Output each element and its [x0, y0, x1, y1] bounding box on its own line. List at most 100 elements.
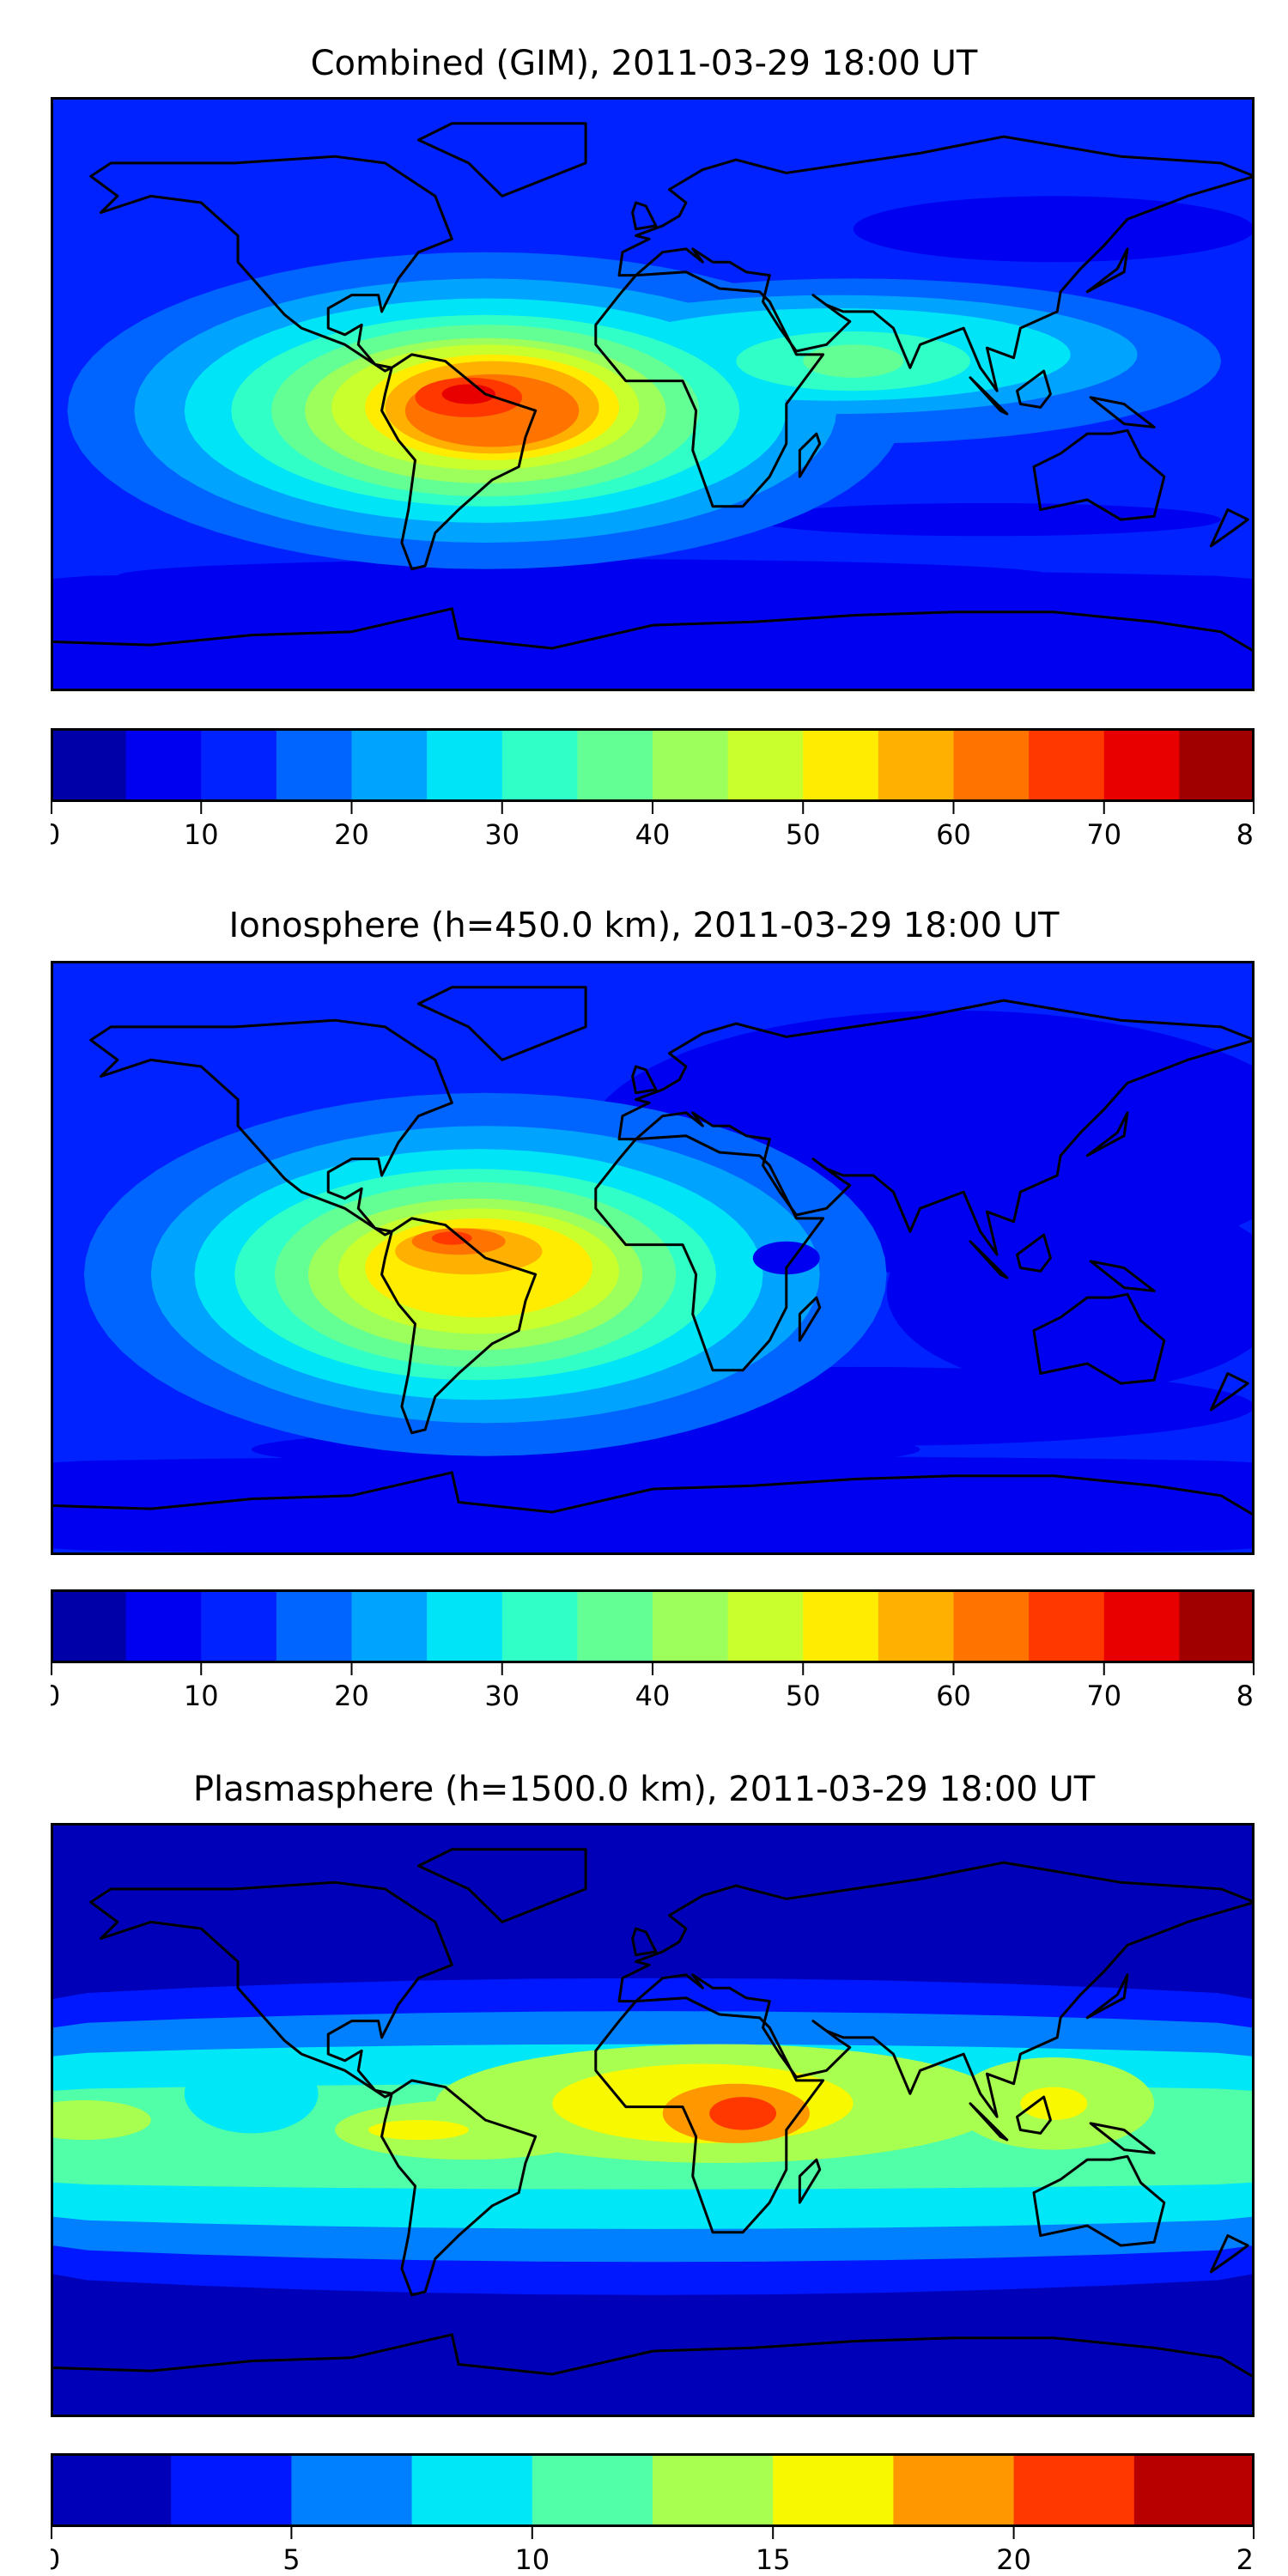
map-combined	[51, 97, 1255, 691]
coastline	[969, 376, 1009, 416]
colorbar-tick-label: 10	[184, 818, 219, 848]
coastline	[1015, 1233, 1052, 1273]
colorbar-tick-label: 15	[756, 2543, 791, 2573]
colorbar-segment	[803, 1589, 879, 1663]
colorbar-segment	[773, 2453, 894, 2527]
map-title-ionosphere: Ionosphere (h=450.0 km), 2011-03-29 18:0…	[228, 906, 1060, 945]
coastline	[617, 135, 1255, 392]
colorbar-segment	[1133, 2453, 1255, 2527]
contour-region-level-3	[184, 2054, 319, 2134]
coastline	[631, 1927, 658, 1957]
colorbar-segment	[953, 1589, 1030, 1663]
coastline	[617, 1861, 1255, 2118]
colorbar-segment	[727, 728, 804, 802]
contour-region-level-6	[368, 2120, 469, 2141]
colorbar-segment	[653, 2453, 774, 2527]
coastline	[1089, 396, 1156, 428]
coastline	[631, 201, 658, 231]
map-plasmasphere	[51, 1823, 1255, 2417]
coastline	[594, 270, 825, 508]
contour-region-level-1	[853, 196, 1255, 263]
colorbar-tick-label: 0	[51, 818, 60, 848]
coastline	[380, 1217, 538, 1435]
contour-region-level-6	[1020, 2087, 1088, 2120]
map-frame	[51, 961, 1255, 1555]
colorbar-segment	[653, 1589, 729, 1663]
colorbar-tick-label: 20	[334, 818, 369, 848]
colorbar-segment	[1013, 2453, 1135, 2527]
colorbar-segment	[1103, 1589, 1180, 1663]
colorbar-tick-label: 0	[51, 2543, 60, 2573]
contour-region-level-1	[752, 502, 1222, 537]
contour-region-level-14	[441, 384, 495, 404]
coastline	[1089, 1260, 1156, 1292]
colorbar-plasmasphere: 0 5 10 15 20 25	[51, 2453, 1255, 2573]
colorbar-segment	[727, 1589, 804, 1663]
coastline	[1085, 247, 1129, 294]
coastline	[798, 2158, 822, 2204]
coastline	[617, 999, 1255, 1256]
colorbar-segment	[171, 2453, 292, 2527]
coastline	[89, 155, 453, 373]
coastline	[1032, 1292, 1166, 1385]
coastline	[1209, 508, 1249, 548]
contour-region-level-13	[432, 1231, 472, 1245]
contour-region-level-1	[117, 559, 1054, 592]
coastline-antarctica	[51, 607, 1255, 653]
colorbar-segment	[51, 728, 127, 802]
coastline-antarctica	[51, 2333, 1255, 2379]
coastline	[969, 1240, 1009, 1279]
colorbar-tick-label: 70	[1086, 1680, 1121, 1710]
colorbar-tick-label: 20	[334, 1680, 369, 1710]
colorbar-segment	[1029, 728, 1105, 802]
colorbar-segment	[51, 2453, 172, 2527]
colorbar-tick-label: 40	[635, 818, 671, 848]
colorbar-segment	[532, 2453, 653, 2527]
colorbar-tick-label: 50	[786, 1680, 821, 1710]
coastline	[594, 1134, 825, 1372]
colorbar-tick-label: 80	[1236, 818, 1255, 848]
coastline	[1032, 2154, 1166, 2247]
coastline	[416, 1848, 587, 1923]
coastline	[89, 1018, 453, 1236]
coastline	[1015, 369, 1052, 409]
colorbar-segment	[653, 728, 729, 802]
map-frame	[51, 97, 1255, 691]
colorbar-tick-label: 60	[936, 1680, 971, 1710]
colorbar-segment	[351, 728, 428, 802]
colorbar-segment	[291, 2453, 413, 2527]
colorbar-tick-label: 30	[484, 1680, 519, 1710]
coastline	[798, 1296, 822, 1342]
colorbar-tick-label: 30	[484, 818, 519, 848]
colorbar-segment	[803, 728, 879, 802]
coastline	[594, 1996, 825, 2234]
colorbar-segment	[351, 1589, 428, 1663]
colorbar-tick-label: 10	[184, 1680, 219, 1710]
colorbar-frame	[51, 728, 1255, 802]
colorbar-segment	[1103, 728, 1180, 802]
colorbar-segment	[411, 2453, 533, 2527]
colorbar-segment	[878, 1589, 954, 1663]
colorbar-segment	[878, 728, 954, 802]
coastline-antarctica	[51, 1471, 1255, 1517]
colorbar-frame	[51, 1589, 1255, 1663]
coastline	[1085, 1111, 1129, 1157]
colorbar-tick-label: 50	[786, 818, 821, 848]
colorbar-segment	[427, 728, 503, 802]
colorbar-segment	[501, 1589, 578, 1663]
colorbar-tick-label: 20	[996, 2543, 1031, 2573]
colorbar-combined: 0 10 20 30 40 50 60 70 80	[51, 728, 1255, 848]
colorbar-ionosphere: 0 10 20 30 40 50 60 70 80	[51, 1589, 1255, 1710]
colorbar-tick-label: 60	[936, 818, 971, 848]
map-ionosphere	[51, 961, 1255, 1555]
contour-region-level-8	[709, 2097, 777, 2130]
colorbar-segment	[276, 1589, 352, 1663]
coastline	[631, 1065, 658, 1095]
colorbar-segment	[577, 728, 653, 802]
map-title-plasmasphere: Plasmasphere (h=1500.0 km), 2011-03-29 1…	[192, 1770, 1096, 1809]
coastline	[1032, 428, 1166, 521]
colorbar-segment	[125, 1589, 202, 1663]
colorbar-frame	[51, 2453, 1255, 2527]
map-frame	[51, 1823, 1255, 2417]
colorbar-segment	[201, 728, 277, 802]
